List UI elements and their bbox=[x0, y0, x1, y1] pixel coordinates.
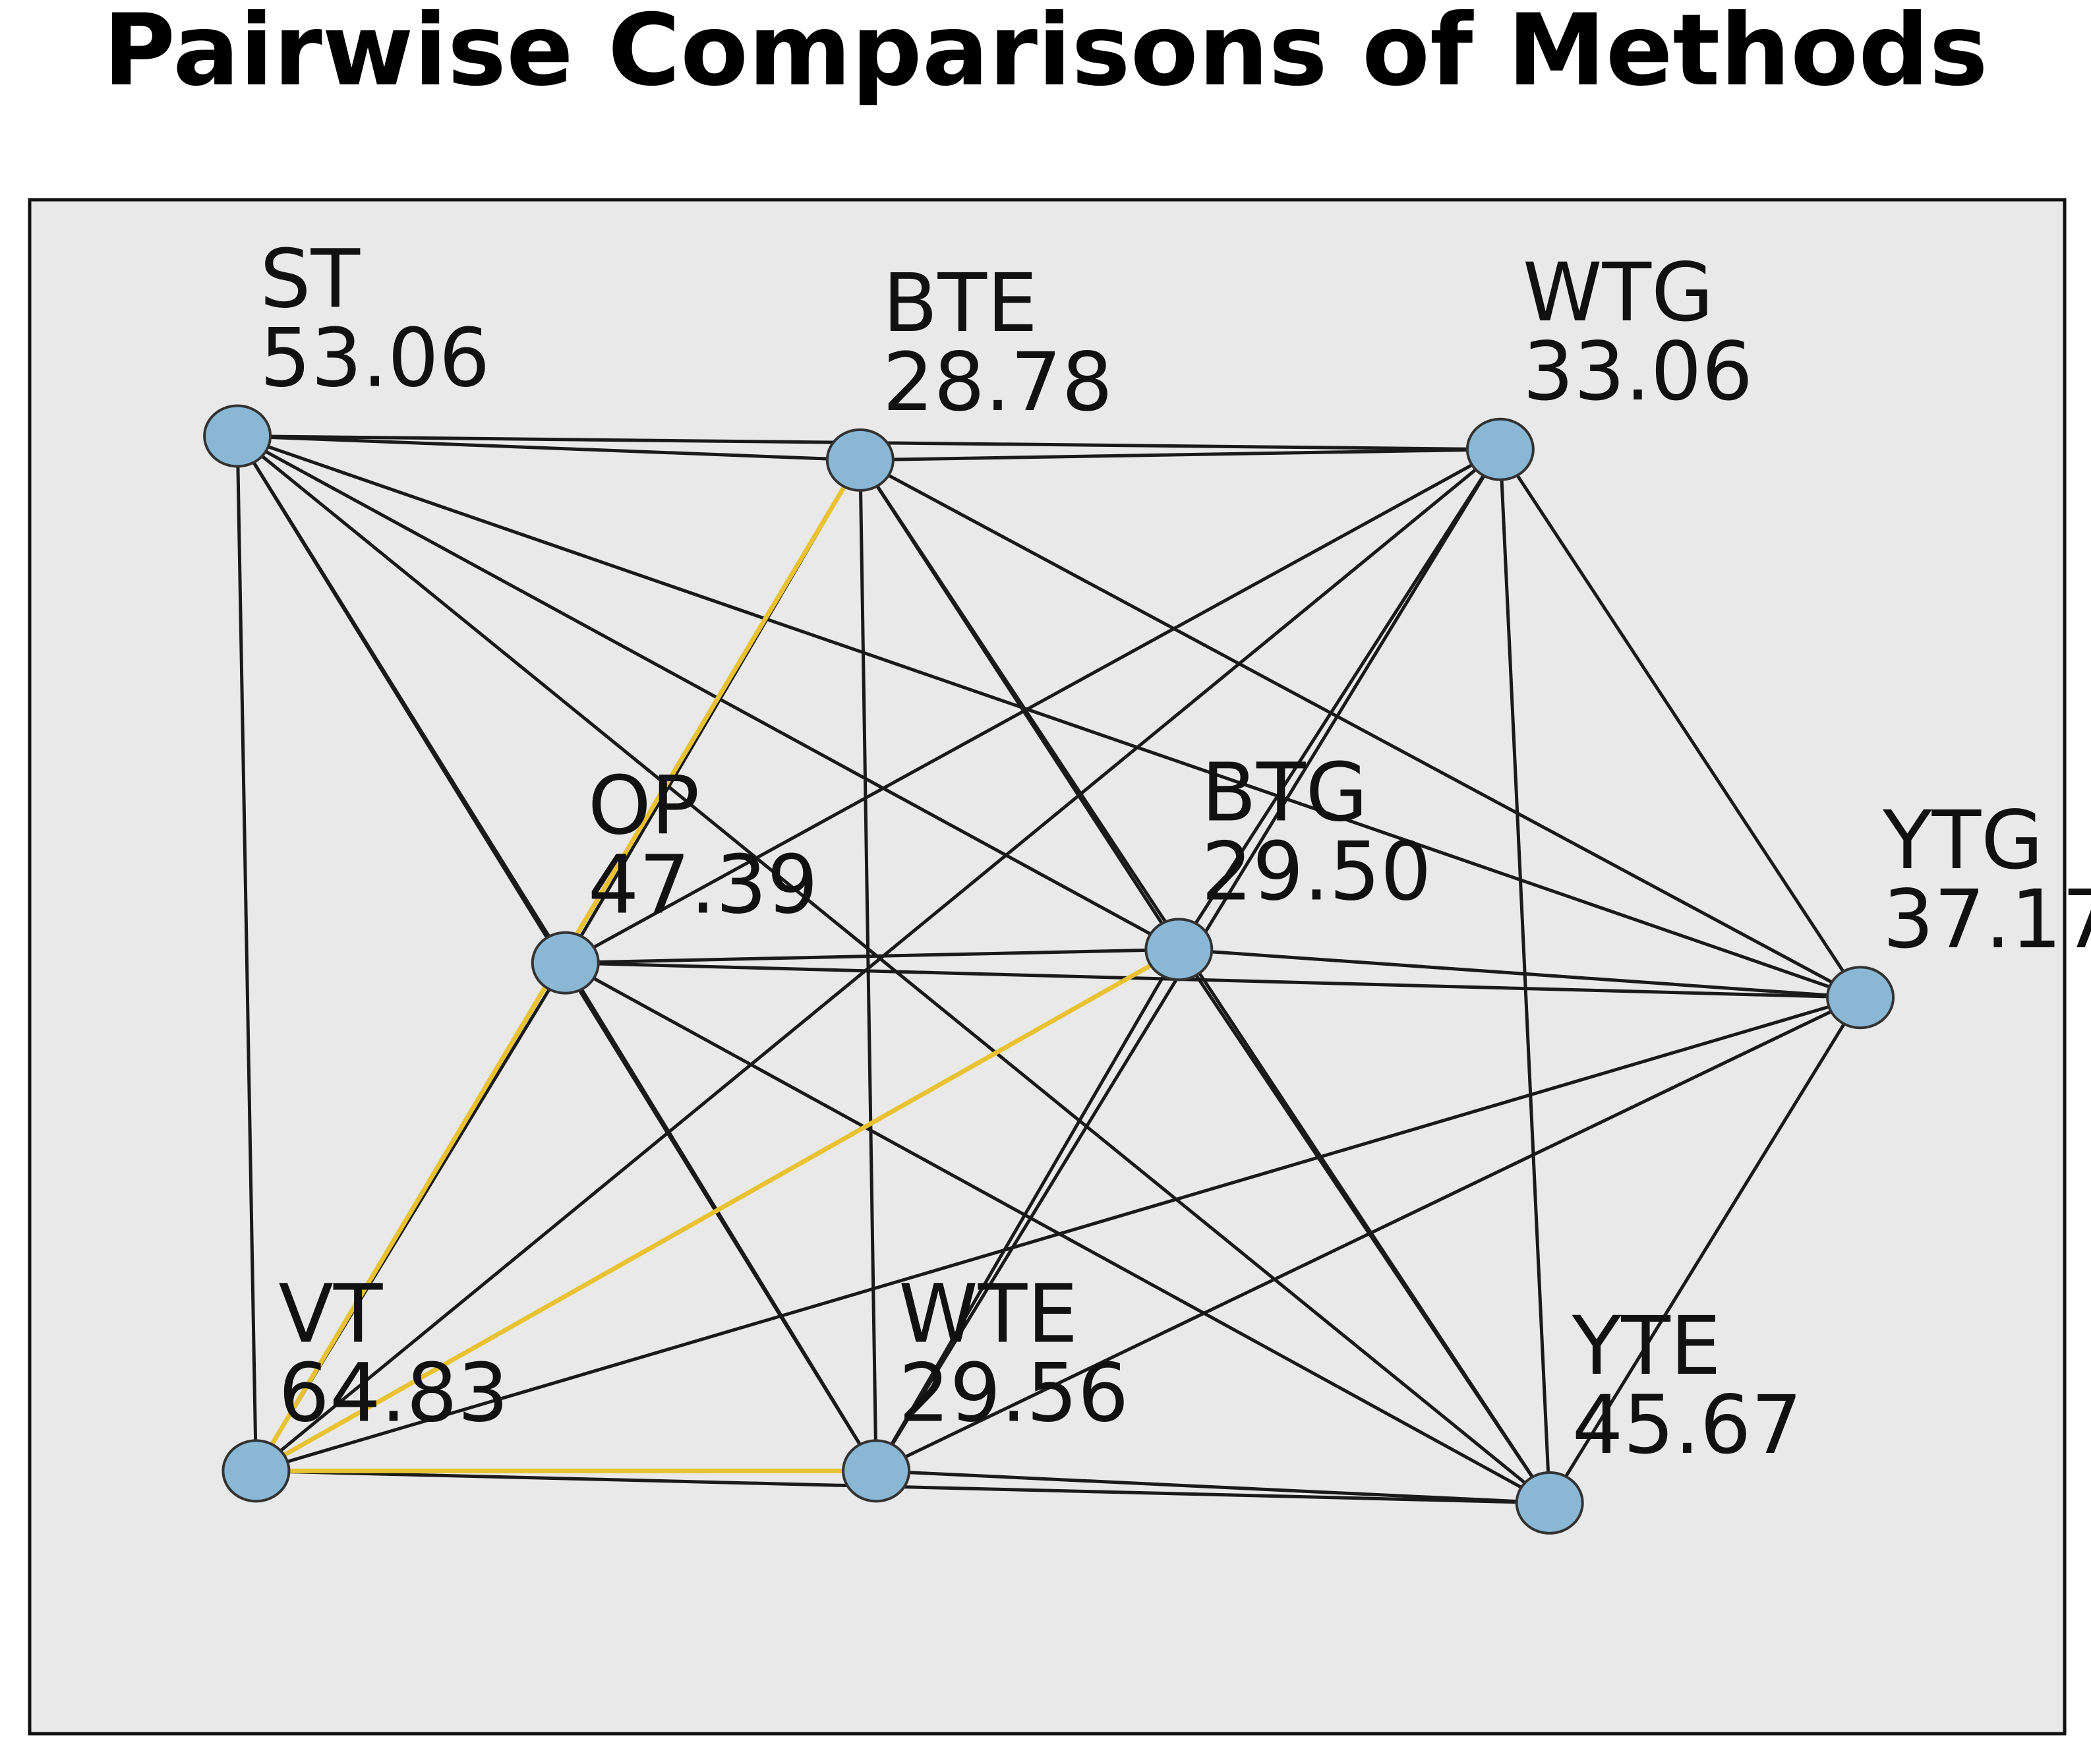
edge bbox=[236, 434, 1180, 951]
node-label: BTE bbox=[883, 256, 1038, 350]
edge bbox=[564, 448, 1502, 964]
edge bbox=[860, 448, 1500, 462]
node-label: YTG bbox=[1882, 794, 2044, 887]
node-value: 37.17 bbox=[1883, 873, 2091, 966]
node bbox=[825, 428, 895, 492]
node-value: 45.67 bbox=[1572, 1378, 1802, 1472]
edge bbox=[1548, 996, 1862, 1504]
node-value: 53.06 bbox=[260, 312, 490, 405]
highlighted-edge bbox=[254, 947, 1181, 1473]
node-value: 28.78 bbox=[883, 336, 1113, 429]
edge bbox=[875, 995, 1862, 1473]
node-value: 64.83 bbox=[278, 1346, 508, 1440]
edge bbox=[1177, 448, 1502, 951]
plot-frame bbox=[28, 198, 2067, 1736]
edge bbox=[1498, 449, 1552, 1504]
edge bbox=[859, 458, 1862, 999]
edge bbox=[236, 434, 1551, 1504]
node-label: WTE bbox=[898, 1267, 1078, 1361]
edge bbox=[565, 961, 1861, 999]
edge bbox=[237, 434, 860, 462]
node bbox=[203, 404, 272, 468]
node-value: 47.39 bbox=[588, 838, 818, 932]
edge bbox=[254, 448, 1502, 1473]
node-label: YTE bbox=[1572, 1299, 1721, 1393]
node-label: VT bbox=[278, 1267, 382, 1361]
node bbox=[1144, 918, 1214, 982]
node bbox=[221, 1439, 291, 1503]
node-label: OP bbox=[588, 759, 700, 853]
edges bbox=[235, 434, 1862, 1505]
node bbox=[1515, 1471, 1584, 1535]
edge bbox=[235, 436, 258, 1471]
edge bbox=[874, 949, 1181, 1472]
edge bbox=[237, 434, 1861, 999]
node-value: 29.56 bbox=[898, 1346, 1129, 1440]
node bbox=[1826, 966, 1895, 1030]
node bbox=[531, 931, 600, 995]
node bbox=[1465, 417, 1535, 481]
edge bbox=[564, 962, 878, 1472]
edge bbox=[875, 1469, 1550, 1505]
edge bbox=[1498, 448, 1862, 999]
edge bbox=[255, 995, 1861, 1473]
node bbox=[842, 1439, 911, 1503]
node-value: 33.06 bbox=[1523, 325, 1753, 419]
edge bbox=[1179, 947, 1861, 999]
edge bbox=[858, 459, 878, 1471]
edge bbox=[565, 947, 1179, 965]
node-value: 29.50 bbox=[1201, 825, 1431, 918]
node-label: ST bbox=[260, 233, 360, 326]
edge bbox=[1177, 948, 1551, 1504]
node-label: BTG bbox=[1201, 746, 1368, 839]
node-label: WTG bbox=[1523, 246, 1714, 339]
title: Pairwise Comparisons of Methods bbox=[103, 0, 1988, 108]
